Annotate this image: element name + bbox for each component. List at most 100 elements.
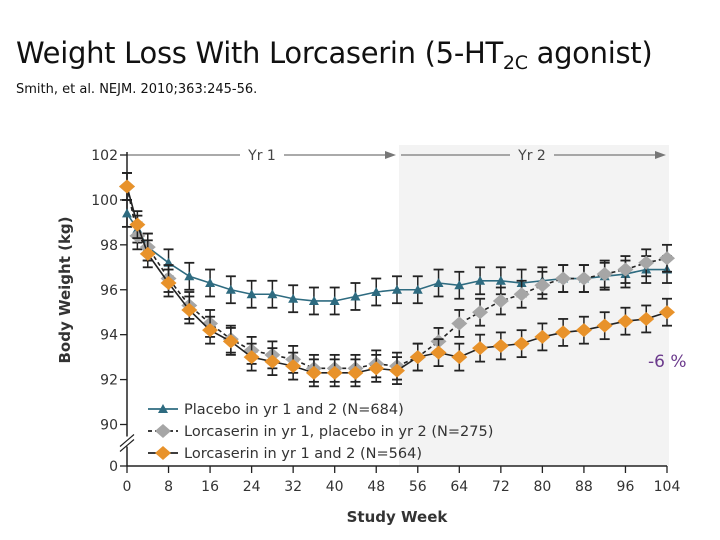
data-point-diamond: [347, 365, 364, 380]
y-axis-label: Body Weight (kg): [56, 216, 74, 363]
x-tick-label: 40: [326, 479, 344, 495]
x-tick-label: 104: [654, 479, 681, 495]
x-tick-label: 24: [243, 479, 261, 495]
x-tick-label: 80: [533, 479, 551, 495]
data-point-triangle: [475, 275, 486, 285]
data-point-triangle: [495, 275, 506, 285]
x-tick-label: 96: [617, 479, 635, 495]
data-point-triangle: [158, 404, 168, 413]
data-point-diamond: [575, 323, 592, 338]
title-main: Weight Loss With Lorcaserin (5-HT: [16, 36, 503, 70]
y-tick-label: 92: [100, 373, 118, 389]
data-point-diamond: [119, 179, 135, 194]
y-tick-label: 96: [100, 283, 118, 299]
title-end: agonist): [527, 36, 653, 70]
data-point-triangle: [329, 295, 340, 305]
data-point-diamond: [305, 365, 322, 380]
period-label: Yr 1: [247, 148, 276, 164]
x-tick-label: 0: [123, 479, 132, 495]
data-point-diamond: [368, 361, 385, 376]
data-point-diamond: [492, 293, 509, 308]
data-point-triangle: [433, 278, 444, 288]
data-point-diamond: [513, 336, 530, 351]
y-tick-label: 98: [100, 238, 118, 254]
data-point-diamond: [389, 363, 405, 378]
data-point-diamond: [472, 341, 489, 356]
data-point-diamond: [638, 255, 655, 270]
y-tick-label: 94: [100, 328, 118, 344]
data-point-diamond: [430, 345, 447, 360]
data-point-triangle: [225, 284, 236, 294]
data-point-diamond: [451, 316, 468, 331]
citation: Smith, et al. NEJM. 2010;363:245-56.: [16, 82, 258, 97]
title-subscript: 2C: [502, 52, 528, 74]
data-point-diamond: [659, 305, 675, 320]
data-point-diamond: [285, 359, 302, 374]
data-point-triangle: [246, 289, 257, 299]
data-point-diamond: [139, 246, 156, 261]
y-tick-label: 100: [91, 193, 118, 209]
x-tick-label: 56: [409, 479, 427, 495]
data-point-diamond: [575, 271, 592, 286]
x-axis-label: Study Week: [347, 508, 449, 526]
data-point-diamond: [555, 271, 572, 286]
x-tick-label: 72: [492, 479, 510, 495]
x-tick-label: 8: [164, 479, 173, 495]
data-point-diamond: [202, 323, 219, 338]
annotation-minus-6-percent: -6 %: [648, 352, 687, 372]
data-point-triangle: [205, 278, 216, 288]
series-line: [126, 186, 668, 374]
legend-label: Lorcaserin in yr 1, placebo in yr 2 (N=2…: [184, 424, 493, 440]
data-point-triangle: [288, 293, 299, 303]
data-point-triangle: [184, 271, 195, 281]
data-point-diamond: [534, 278, 551, 293]
period-arrow-head: [385, 151, 396, 159]
data-point-diamond: [617, 314, 634, 329]
data-point-diamond: [243, 350, 260, 365]
data-point-diamond: [513, 287, 530, 302]
data-point-triangle: [267, 289, 278, 299]
data-point-triangle: [308, 295, 319, 305]
period-shade: [399, 145, 669, 466]
data-point-diamond: [222, 334, 239, 349]
data-point-diamond: [155, 424, 171, 438]
y-tick-label: 0: [109, 459, 118, 475]
data-point-diamond: [492, 338, 509, 353]
data-point-diamond: [617, 262, 634, 277]
data-point-diamond: [409, 350, 426, 365]
x-tick-label: 32: [284, 479, 302, 495]
legend-label: Lorcaserin in yr 1 and 2 (N=564): [184, 446, 422, 462]
data-point-diamond: [155, 446, 171, 460]
x-tick-label: 88: [575, 479, 593, 495]
y-tick-label: 90: [100, 418, 118, 434]
data-point-diamond: [326, 365, 343, 380]
axis-break-mark: [119, 434, 135, 447]
data-point-triangle: [122, 208, 132, 218]
data-point-diamond: [638, 311, 655, 326]
x-tick-label: 48: [367, 479, 385, 495]
data-point-diamond: [129, 217, 146, 232]
data-point-triangle: [392, 284, 402, 294]
series-line: [126, 186, 668, 370]
slide-title: Weight Loss With Lorcaserin (5-HT2C agon…: [16, 36, 653, 74]
x-tick-label: 16: [201, 479, 219, 495]
data-point-triangle: [454, 280, 465, 290]
data-point-diamond: [596, 318, 613, 333]
y-tick-label: 102: [91, 148, 118, 164]
data-point-diamond: [534, 329, 551, 344]
data-point-diamond: [264, 354, 281, 369]
period-arrow-head: [655, 151, 666, 159]
data-point-diamond: [181, 302, 198, 317]
data-point-diamond: [596, 267, 613, 282]
data-point-diamond: [451, 350, 468, 365]
period-label: Yr 2: [517, 148, 546, 164]
data-point-diamond: [659, 251, 675, 266]
axis-break-mark: [119, 439, 135, 452]
data-point-triangle: [350, 291, 361, 301]
data-point-diamond: [555, 325, 572, 340]
x-tick-label: 64: [450, 479, 468, 495]
series-3: [119, 172, 675, 388]
legend-label: Placebo in yr 1 and 2 (N=684): [184, 402, 404, 418]
data-point-diamond: [160, 276, 177, 291]
